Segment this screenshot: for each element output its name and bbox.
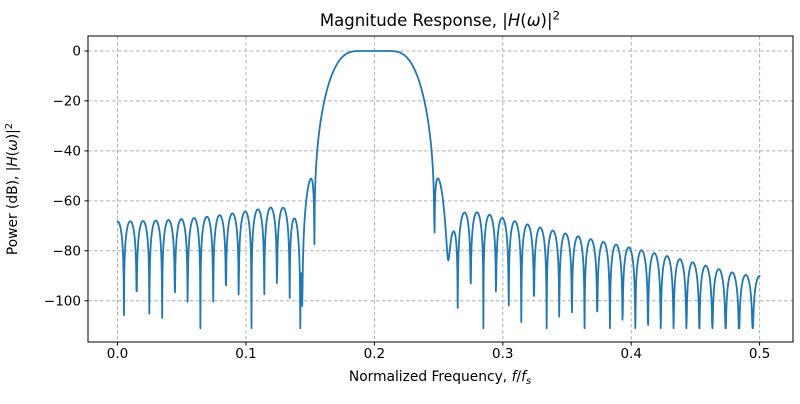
y-tick-label: −20	[53, 94, 82, 110]
x-tick-label: 0.5	[749, 346, 770, 362]
axes-spines	[87, 35, 794, 343]
x-tick-label: 0.1	[235, 346, 256, 362]
x-tick-label: 0.0	[107, 346, 128, 362]
y-axis-label: Power (dB), |H(ω)|2	[4, 123, 21, 255]
grid	[88, 36, 793, 342]
y-tick-label: −80	[53, 243, 82, 259]
tick-marks	[84, 50, 761, 346]
series-layer	[116, 50, 761, 330]
x-tick-label: 0.2	[364, 346, 385, 362]
tick-labels: 0.0 0.1 0.2 0.3 0.4 0.5 0 −20 −40 −60 −80 −100	[44, 44, 770, 362]
y-tick-label: 0	[72, 44, 81, 60]
chart-title: Magnitude Response, |H(ω)|2	[320, 9, 560, 30]
x-tick-label: 0.4	[620, 346, 641, 362]
response-curve	[116, 50, 761, 330]
plot-border	[87, 35, 794, 343]
x-axis-label: Normalized Frequency, f/fs	[349, 369, 531, 387]
y-tick-label: −40	[53, 144, 82, 160]
y-tick-label: −100	[44, 293, 81, 309]
y-tick-label: −60	[53, 194, 82, 210]
x-tick-label: 0.3	[492, 346, 513, 362]
